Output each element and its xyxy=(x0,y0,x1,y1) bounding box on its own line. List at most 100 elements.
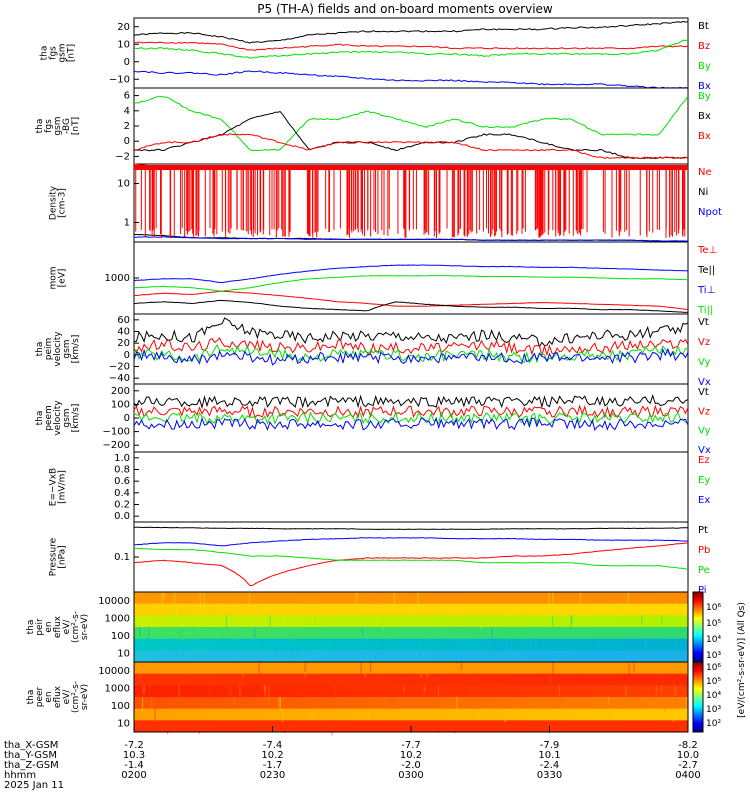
heatmap-stripe xyxy=(559,685,562,701)
heatmap-stripe xyxy=(264,685,266,696)
heatmap-stripe xyxy=(455,650,457,659)
heatmap-stripe xyxy=(669,697,671,705)
ylabel-line: [nT] xyxy=(67,44,77,62)
panel-1: thafgsgsm-BG[nT] 6 4 2 0 −2 By Bx Bx xyxy=(35,87,711,165)
legend-label: Pb xyxy=(698,545,710,556)
ytick-label: 100 xyxy=(111,701,130,712)
series-line xyxy=(133,394,689,410)
series-line xyxy=(133,290,689,311)
heatmap-stripe xyxy=(356,592,358,603)
heatmap-stripe xyxy=(661,615,663,625)
heatmap-band xyxy=(134,638,688,651)
ytick-label: 1000 xyxy=(105,683,130,694)
heatmap-stripe xyxy=(197,615,199,627)
heatmap-stripe xyxy=(612,650,614,664)
time-tick-t: 0200 xyxy=(121,770,146,781)
heatmap-stripe xyxy=(609,662,611,672)
series-line xyxy=(133,347,689,366)
heatmap-band xyxy=(134,662,688,675)
heatmap-stripe xyxy=(169,650,171,659)
heatmap-stripe xyxy=(630,638,633,650)
series-line xyxy=(133,39,689,59)
heatmap-stripe xyxy=(273,638,275,650)
ylabel-line: tha xyxy=(26,620,36,635)
heatmap-stripe xyxy=(558,685,561,698)
ylabel-line: tha xyxy=(35,342,45,357)
heatmap-stripe xyxy=(651,603,653,617)
time-tick-y: 10.2 xyxy=(400,750,422,761)
heatmap-stripe xyxy=(216,603,218,613)
panel-6: E=−VxB[mV/m] 1.00.80.60.40.20.0 Ez Ey Ex xyxy=(49,451,710,523)
heatmap-stripe xyxy=(344,720,346,732)
panel-ylabel: thafgsgsm-BG[nT] xyxy=(35,116,81,135)
time-tick-y: 10.1 xyxy=(538,750,560,761)
heatmap-stripe xyxy=(297,638,299,655)
ytick-label: 4 xyxy=(124,106,130,117)
ylabel-line: velocity xyxy=(53,331,63,367)
heatmap-stripe xyxy=(570,615,572,632)
heatmap-stripe xyxy=(520,603,522,613)
heatmap-stripe xyxy=(375,650,377,664)
panels-group: thafgsgsm[nT]20100−10BtBzByBxthafgsgsm-B… xyxy=(26,17,722,736)
ytick-label: 0 xyxy=(124,350,130,361)
series-line xyxy=(134,526,689,530)
colorbar-tick: 10⁴ xyxy=(706,691,721,701)
heatmap-stripe xyxy=(231,615,233,627)
heatmap-stripe xyxy=(597,638,599,654)
ytick-label: −200 xyxy=(103,440,130,451)
heatmap-stripe xyxy=(488,638,490,653)
ylabel-line: eflux xyxy=(53,685,63,708)
heatmap-stripe xyxy=(567,662,569,671)
ylabel-line: tha xyxy=(35,411,45,426)
heatmap-stripe xyxy=(513,638,515,649)
time-tick-x: -7.4 xyxy=(263,740,283,751)
series-line xyxy=(133,275,689,292)
heatmap-stripe xyxy=(437,685,440,696)
heatmap-stripe xyxy=(281,708,284,723)
colorbar-group: 10⁶ 10⁵ 10⁴ 10³ 10⁶ 10⁵ 10⁴ 10³ 10² [eV/(cm²-s-sr… xyxy=(692,591,747,733)
ytick-label: −40 xyxy=(109,373,130,384)
heatmap-stripe xyxy=(530,708,532,719)
panel-frame xyxy=(133,451,689,523)
heatmap-stripe xyxy=(148,627,150,639)
legend-label: Pe xyxy=(698,565,710,576)
heatmap-stripe xyxy=(286,615,288,624)
heatmap-stripe xyxy=(329,720,331,733)
heatmap-stripe xyxy=(686,662,688,676)
legend-label: Npot xyxy=(698,207,722,218)
heatmap-stripe xyxy=(535,638,537,654)
heatmap-stripe xyxy=(571,615,573,625)
ylabel-line: [km/s] xyxy=(71,335,81,364)
panel-ylabel: mom[eV] xyxy=(49,266,68,289)
colorbar-lower xyxy=(692,661,704,733)
legend-label: Bt xyxy=(698,21,709,32)
panel-ylabel: thapeerenefluxeV/(cm²-s-sr-eV) xyxy=(26,681,90,713)
legend-label: Ez xyxy=(698,455,710,466)
heatmap-stripe xyxy=(554,720,557,729)
heatmap-stripe xyxy=(441,697,443,711)
heatmap-stripe xyxy=(416,638,418,650)
heatmap-stripe xyxy=(295,720,297,732)
heatmap-stripe xyxy=(494,650,496,666)
heatmap-stripe xyxy=(624,697,626,706)
heatmap-stripe xyxy=(627,592,629,609)
heatmap-stripe xyxy=(258,662,260,676)
series-line xyxy=(133,299,689,313)
heatmap-stripe xyxy=(325,638,327,648)
ylabel-line: mom xyxy=(49,266,59,289)
series-line xyxy=(133,41,689,51)
ylabel-line: eV/ xyxy=(62,619,72,635)
ytick-label: 60 xyxy=(117,315,130,326)
colorbar-tick: 10⁵ xyxy=(706,677,721,687)
heatmap-stripe xyxy=(611,603,613,615)
series-line xyxy=(134,537,689,547)
heatmap-stripe xyxy=(321,592,323,603)
heatmap-stripe xyxy=(673,708,675,723)
ytick-label: 0 xyxy=(124,413,130,424)
ytick-label: 10 xyxy=(117,648,130,659)
ylabel-line: peim xyxy=(44,338,54,361)
heatmap-stripe xyxy=(509,627,511,640)
ytick-label: 2 xyxy=(124,121,130,132)
series-line xyxy=(133,111,689,160)
